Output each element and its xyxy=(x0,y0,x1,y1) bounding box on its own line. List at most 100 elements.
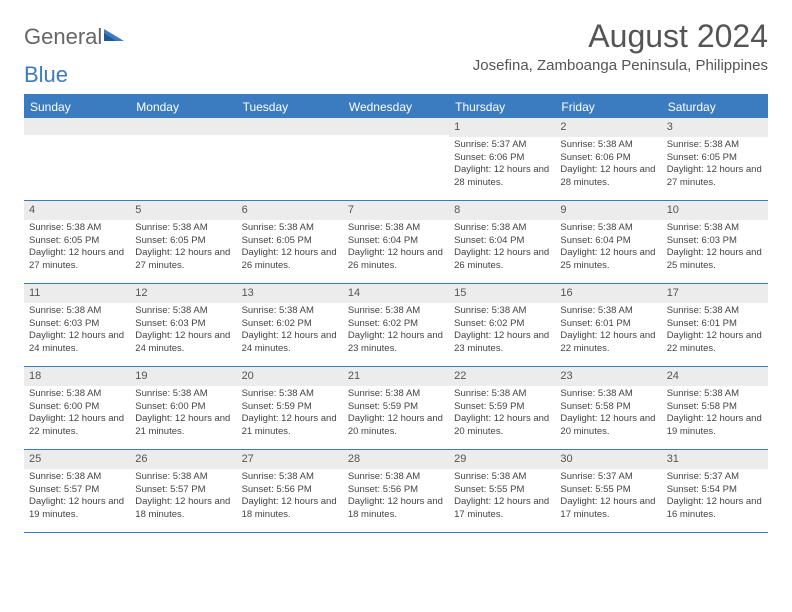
daylight-text: Daylight: 12 hours and 27 minutes. xyxy=(667,164,763,190)
month-title: August 2024 xyxy=(473,18,768,55)
sunrise-text: Sunrise: 5:38 AM xyxy=(135,471,231,484)
sunrise-text: Sunrise: 5:38 AM xyxy=(29,305,125,318)
calendar-cell: 26Sunrise: 5:38 AMSunset: 5:57 PMDayligh… xyxy=(130,450,236,532)
calendar-cell xyxy=(237,118,343,200)
sunset-text: Sunset: 6:06 PM xyxy=(560,152,656,165)
day-details: Sunrise: 5:38 AMSunset: 5:59 PMDaylight:… xyxy=(343,387,449,442)
sunset-text: Sunset: 5:59 PM xyxy=(242,401,338,414)
day-number: 3 xyxy=(662,118,768,137)
day-header-friday: Friday xyxy=(555,96,661,118)
sunrise-text: Sunrise: 5:38 AM xyxy=(242,305,338,318)
day-number: 1 xyxy=(449,118,555,137)
sunrise-text: Sunrise: 5:38 AM xyxy=(667,139,763,152)
daylight-text: Daylight: 12 hours and 27 minutes. xyxy=(29,247,125,273)
daylight-text: Daylight: 12 hours and 18 minutes. xyxy=(242,496,338,522)
day-number: 21 xyxy=(343,367,449,386)
daylight-text: Daylight: 12 hours and 27 minutes. xyxy=(135,247,231,273)
daylight-text: Daylight: 12 hours and 26 minutes. xyxy=(348,247,444,273)
sunrise-text: Sunrise: 5:38 AM xyxy=(348,305,444,318)
day-number: 28 xyxy=(343,450,449,469)
day-details: Sunrise: 5:38 AMSunset: 6:01 PMDaylight:… xyxy=(555,304,661,359)
calendar-cell: 1Sunrise: 5:37 AMSunset: 6:06 PMDaylight… xyxy=(449,118,555,200)
day-details: Sunrise: 5:37 AMSunset: 5:55 PMDaylight:… xyxy=(555,470,661,525)
sunrise-text: Sunrise: 5:38 AM xyxy=(242,388,338,401)
daylight-text: Daylight: 12 hours and 21 minutes. xyxy=(135,413,231,439)
day-details: Sunrise: 5:38 AMSunset: 6:06 PMDaylight:… xyxy=(555,138,661,193)
day-number: 14 xyxy=(343,284,449,303)
day-details: Sunrise: 5:38 AMSunset: 5:57 PMDaylight:… xyxy=(130,470,236,525)
day-details: Sunrise: 5:38 AMSunset: 6:05 PMDaylight:… xyxy=(24,221,130,276)
sunset-text: Sunset: 6:05 PM xyxy=(135,235,231,248)
sunrise-text: Sunrise: 5:38 AM xyxy=(667,222,763,235)
calendar-cell: 14Sunrise: 5:38 AMSunset: 6:02 PMDayligh… xyxy=(343,284,449,366)
sunrise-text: Sunrise: 5:38 AM xyxy=(454,388,550,401)
day-number: 25 xyxy=(24,450,130,469)
calendar-cell: 16Sunrise: 5:38 AMSunset: 6:01 PMDayligh… xyxy=(555,284,661,366)
sunset-text: Sunset: 6:04 PM xyxy=(454,235,550,248)
sunset-text: Sunset: 5:57 PM xyxy=(29,484,125,497)
sunset-text: Sunset: 6:01 PM xyxy=(560,318,656,331)
daylight-text: Daylight: 12 hours and 18 minutes. xyxy=(348,496,444,522)
day-number: 10 xyxy=(662,201,768,220)
day-number: 23 xyxy=(555,367,661,386)
sunset-text: Sunset: 6:02 PM xyxy=(348,318,444,331)
day-number: 9 xyxy=(555,201,661,220)
logo: General xyxy=(24,18,126,50)
day-details: Sunrise: 5:38 AMSunset: 6:01 PMDaylight:… xyxy=(662,304,768,359)
daylight-text: Daylight: 12 hours and 20 minutes. xyxy=(348,413,444,439)
sunset-text: Sunset: 6:04 PM xyxy=(348,235,444,248)
day-number: 15 xyxy=(449,284,555,303)
day-details: Sunrise: 5:38 AMSunset: 5:59 PMDaylight:… xyxy=(237,387,343,442)
day-header-sunday: Sunday xyxy=(24,96,130,118)
day-header-monday: Monday xyxy=(130,96,236,118)
day-details: Sunrise: 5:38 AMSunset: 5:58 PMDaylight:… xyxy=(662,387,768,442)
day-number: 22 xyxy=(449,367,555,386)
daylight-text: Daylight: 12 hours and 16 minutes. xyxy=(667,496,763,522)
sunrise-text: Sunrise: 5:38 AM xyxy=(29,388,125,401)
sunrise-text: Sunrise: 5:37 AM xyxy=(667,471,763,484)
day-number: 26 xyxy=(130,450,236,469)
day-details: Sunrise: 5:38 AMSunset: 6:04 PMDaylight:… xyxy=(343,221,449,276)
sunrise-text: Sunrise: 5:38 AM xyxy=(242,471,338,484)
logo-text-general: General xyxy=(24,24,102,50)
daylight-text: Daylight: 12 hours and 23 minutes. xyxy=(348,330,444,356)
day-details: Sunrise: 5:38 AMSunset: 6:00 PMDaylight:… xyxy=(24,387,130,442)
daylight-text: Daylight: 12 hours and 25 minutes. xyxy=(667,247,763,273)
calendar-cell: 23Sunrise: 5:38 AMSunset: 5:58 PMDayligh… xyxy=(555,367,661,449)
day-number: 7 xyxy=(343,201,449,220)
calendar-cell: 21Sunrise: 5:38 AMSunset: 5:59 PMDayligh… xyxy=(343,367,449,449)
sunset-text: Sunset: 6:00 PM xyxy=(29,401,125,414)
sunset-text: Sunset: 5:55 PM xyxy=(454,484,550,497)
week-row: 25Sunrise: 5:38 AMSunset: 5:57 PMDayligh… xyxy=(24,450,768,533)
sunrise-text: Sunrise: 5:38 AM xyxy=(242,222,338,235)
sunset-text: Sunset: 6:03 PM xyxy=(667,235,763,248)
sunset-text: Sunset: 6:03 PM xyxy=(29,318,125,331)
day-details: Sunrise: 5:38 AMSunset: 6:03 PMDaylight:… xyxy=(130,304,236,359)
calendar-cell: 2Sunrise: 5:38 AMSunset: 6:06 PMDaylight… xyxy=(555,118,661,200)
day-details: Sunrise: 5:38 AMSunset: 6:02 PMDaylight:… xyxy=(343,304,449,359)
calendar-cell: 15Sunrise: 5:38 AMSunset: 6:02 PMDayligh… xyxy=(449,284,555,366)
sunset-text: Sunset: 5:57 PM xyxy=(135,484,231,497)
day-number: 30 xyxy=(555,450,661,469)
calendar-cell: 30Sunrise: 5:37 AMSunset: 5:55 PMDayligh… xyxy=(555,450,661,532)
day-number: 8 xyxy=(449,201,555,220)
day-details: Sunrise: 5:38 AMSunset: 6:05 PMDaylight:… xyxy=(662,138,768,193)
day-details: Sunrise: 5:38 AMSunset: 6:05 PMDaylight:… xyxy=(130,221,236,276)
day-details: Sunrise: 5:38 AMSunset: 5:56 PMDaylight:… xyxy=(237,470,343,525)
sunset-text: Sunset: 5:58 PM xyxy=(560,401,656,414)
sunset-text: Sunset: 5:56 PM xyxy=(348,484,444,497)
day-details: Sunrise: 5:38 AMSunset: 6:03 PMDaylight:… xyxy=(24,304,130,359)
sunrise-text: Sunrise: 5:38 AM xyxy=(29,222,125,235)
day-details: Sunrise: 5:38 AMSunset: 6:04 PMDaylight:… xyxy=(555,221,661,276)
calendar: SundayMondayTuesdayWednesdayThursdayFrid… xyxy=(24,94,768,533)
calendar-cell: 11Sunrise: 5:38 AMSunset: 6:03 PMDayligh… xyxy=(24,284,130,366)
sunrise-text: Sunrise: 5:38 AM xyxy=(667,305,763,318)
sunrise-text: Sunrise: 5:37 AM xyxy=(560,471,656,484)
sunset-text: Sunset: 6:03 PM xyxy=(135,318,231,331)
calendar-cell: 9Sunrise: 5:38 AMSunset: 6:04 PMDaylight… xyxy=(555,201,661,283)
daylight-text: Daylight: 12 hours and 26 minutes. xyxy=(454,247,550,273)
day-details: Sunrise: 5:38 AMSunset: 5:59 PMDaylight:… xyxy=(449,387,555,442)
daylight-text: Daylight: 12 hours and 23 minutes. xyxy=(454,330,550,356)
calendar-cell: 31Sunrise: 5:37 AMSunset: 5:54 PMDayligh… xyxy=(662,450,768,532)
day-number: 2 xyxy=(555,118,661,137)
